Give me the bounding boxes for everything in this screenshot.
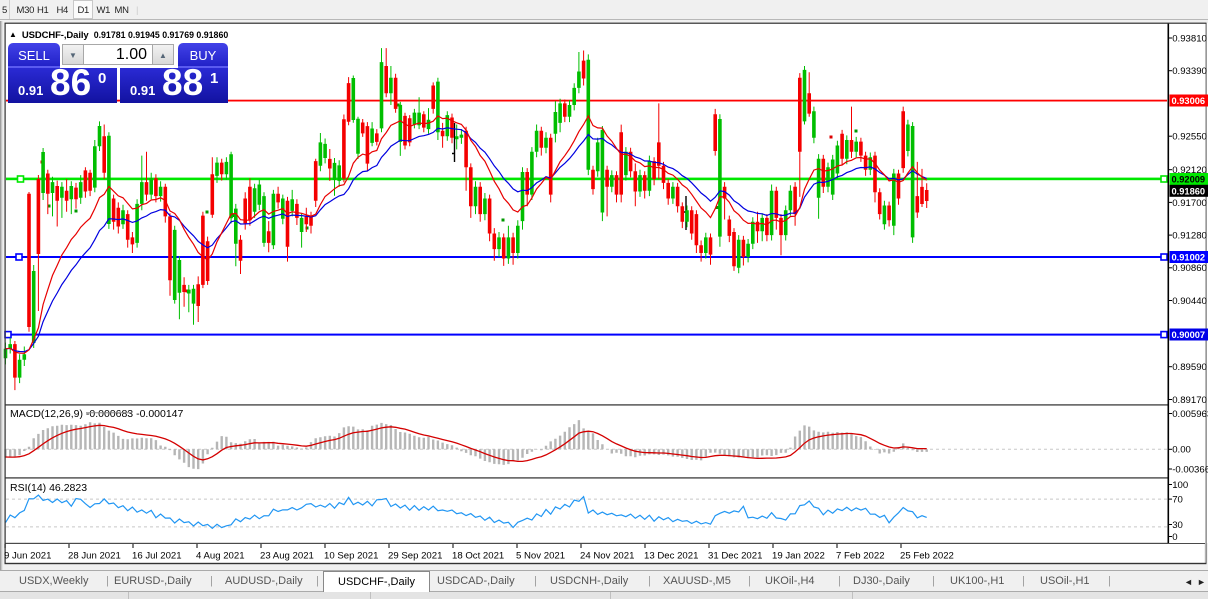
svg-text:0.90860: 0.90860 [1172, 263, 1207, 274]
svg-text:25 Feb 2022: 25 Feb 2022 [900, 551, 954, 562]
svg-text:0.91002: 0.91002 [1172, 253, 1206, 263]
svg-text:19 Jan 2022: 19 Jan 2022 [772, 551, 825, 562]
svg-text:18 Oct 2021: 18 Oct 2021 [452, 551, 504, 562]
svg-text:28 Jun 2021: 28 Jun 2021 [68, 551, 121, 562]
svg-text:0.91280: 0.91280 [1172, 231, 1207, 242]
svg-text:0.91700: 0.91700 [1172, 198, 1207, 209]
svg-text:16 Jul 2021: 16 Jul 2021 [132, 551, 182, 562]
svg-text:MACD(12,26,9) -0.000683 -0.000: MACD(12,26,9) -0.000683 -0.000147 [10, 408, 184, 420]
svg-text:70: 70 [1172, 495, 1183, 506]
svg-text:23 Aug 2021: 23 Aug 2021 [260, 551, 314, 562]
svg-text:RSI(14) 46.2823: RSI(14) 46.2823 [10, 482, 87, 494]
svg-text:31 Dec 2021: 31 Dec 2021 [708, 551, 762, 562]
svg-text:29 Sep 2021: 29 Sep 2021 [388, 551, 442, 562]
svg-text:13 Dec 2021: 13 Dec 2021 [644, 551, 698, 562]
svg-text:0.92120: 0.92120 [1172, 165, 1207, 176]
svg-text:0.93006: 0.93006 [1172, 96, 1206, 106]
svg-text:0.90007: 0.90007 [1172, 330, 1206, 340]
svg-text:0.93390: 0.93390 [1172, 66, 1207, 77]
svg-text:0.92550: 0.92550 [1172, 132, 1207, 143]
svg-text:0.93810: 0.93810 [1172, 33, 1207, 44]
svg-text:0.00: 0.00 [1172, 445, 1191, 456]
svg-text:4 Aug 2021: 4 Aug 2021 [196, 551, 245, 562]
svg-text:24 Nov 2021: 24 Nov 2021 [580, 551, 634, 562]
svg-text:5 Nov 2021: 5 Nov 2021 [516, 551, 565, 562]
svg-text:0.90440: 0.90440 [1172, 296, 1207, 307]
svg-text:10 Sep 2021: 10 Sep 2021 [324, 551, 378, 562]
svg-text:0.92009: 0.92009 [1172, 175, 1206, 185]
svg-text:0.89590: 0.89590 [1172, 362, 1207, 373]
svg-text:0.005963: 0.005963 [1172, 409, 1208, 420]
svg-text:9 Jun 2021: 9 Jun 2021 [4, 551, 51, 562]
svg-text:0.91860: 0.91860 [1172, 186, 1206, 196]
svg-text:100: 100 [1172, 480, 1188, 491]
svg-text:30: 30 [1172, 520, 1183, 531]
svg-text:0.89170: 0.89170 [1172, 395, 1207, 406]
svg-text:7 Feb 2022: 7 Feb 2022 [836, 551, 885, 562]
svg-text:-0.00366: -0.00366 [1172, 464, 1208, 475]
svg-text:0: 0 [1172, 532, 1177, 543]
